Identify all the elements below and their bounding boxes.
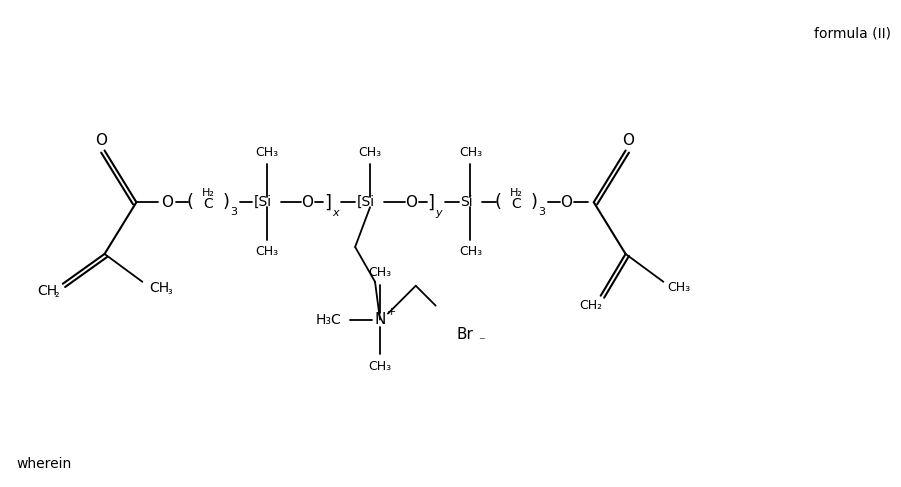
Text: C: C xyxy=(203,197,213,211)
Text: N: N xyxy=(374,312,386,327)
Text: x: x xyxy=(332,208,339,218)
Text: (: ( xyxy=(495,193,502,211)
Text: CH₃: CH₃ xyxy=(459,146,482,159)
Text: CH₃: CH₃ xyxy=(255,245,278,259)
Text: formula (II): formula (II) xyxy=(814,26,891,40)
Text: CH₃: CH₃ xyxy=(369,266,392,280)
Text: O: O xyxy=(623,133,634,148)
Text: wherein: wherein xyxy=(16,457,71,471)
Text: O: O xyxy=(96,133,107,148)
Text: H₃C: H₃C xyxy=(315,313,341,327)
Text: 3: 3 xyxy=(539,207,546,217)
Text: C: C xyxy=(512,197,521,211)
Text: [Si: [Si xyxy=(357,195,375,209)
Text: CH₃: CH₃ xyxy=(459,245,482,259)
Text: CH₃: CH₃ xyxy=(668,281,691,294)
Text: y: y xyxy=(435,208,442,218)
Text: +: + xyxy=(387,307,396,317)
Text: ]: ] xyxy=(323,193,331,211)
Text: CH₂: CH₂ xyxy=(579,299,603,312)
Text: O: O xyxy=(161,195,173,210)
Text: Si: Si xyxy=(460,195,473,209)
Text: H₂: H₂ xyxy=(202,188,214,198)
Text: O: O xyxy=(405,195,417,210)
Text: (: ( xyxy=(187,193,194,211)
Text: ): ) xyxy=(223,193,230,211)
Text: ]: ] xyxy=(427,193,434,211)
Text: ): ) xyxy=(531,193,538,211)
Text: ⁻: ⁻ xyxy=(478,335,485,348)
Text: H₂: H₂ xyxy=(510,188,523,198)
Text: 3: 3 xyxy=(231,207,237,217)
Text: CH: CH xyxy=(37,284,57,298)
Text: ₃: ₃ xyxy=(168,286,172,296)
Text: CH: CH xyxy=(150,281,169,295)
Text: [Si: [Si xyxy=(254,195,272,209)
Text: CH₃: CH₃ xyxy=(255,146,278,159)
Text: O: O xyxy=(560,195,572,210)
Text: Br: Br xyxy=(456,327,473,342)
Text: CH₃: CH₃ xyxy=(359,146,382,159)
Text: CH₃: CH₃ xyxy=(369,360,392,373)
Text: ₂: ₂ xyxy=(55,289,59,299)
Text: O: O xyxy=(302,195,314,210)
